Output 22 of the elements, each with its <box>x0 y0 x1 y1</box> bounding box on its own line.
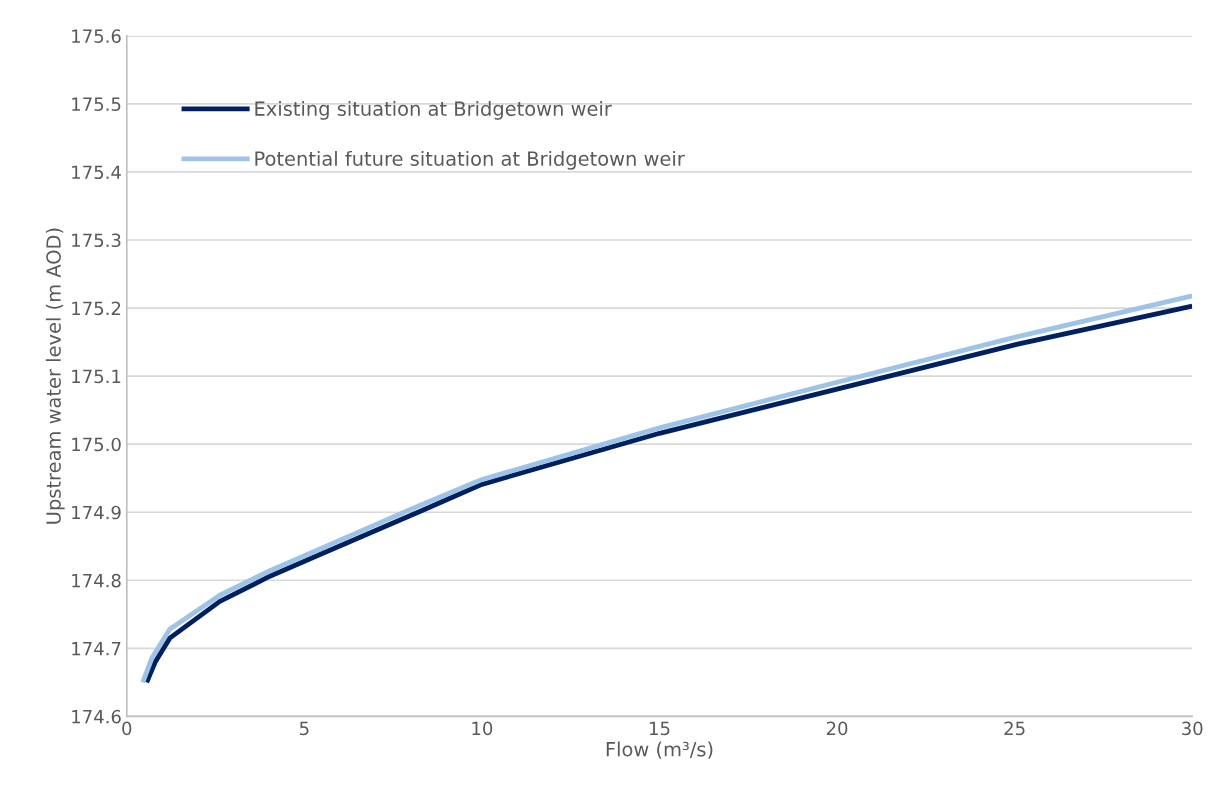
x-tick-label: 10 <box>472 721 493 736</box>
x-tick-label: 20 <box>826 721 848 736</box>
y-tick-label: 174.7 <box>72 642 121 656</box>
y-tick-label: 175.1 <box>72 369 121 384</box>
y-tick-label: 175.6 <box>72 29 121 43</box>
x-tick-label: 5 <box>299 721 309 736</box>
legend-label: Existing situation at Bridgetown weir <box>255 100 612 120</box>
y-tick-label: 175.3 <box>72 233 121 248</box>
x-tick-label: 15 <box>649 721 670 736</box>
legend-label: Potential future situation at Bridgetown weir <box>255 150 685 170</box>
y-tick-label: 175.5 <box>72 97 121 111</box>
x-tick-label: 30 <box>1182 721 1203 736</box>
y-tick-label: 174.9 <box>72 505 121 520</box>
y-tick-label: 175.4 <box>72 165 121 180</box>
x-tick-label: 25 <box>1004 721 1025 736</box>
y-axis-title: Upstream water level (m AOD) <box>45 228 65 524</box>
y-tick-label: 175.0 <box>72 437 121 452</box>
y-tick-label: 174.6 <box>72 709 121 724</box>
x-tick-label: 0 <box>122 721 132 736</box>
y-tick-label: 175.2 <box>72 301 121 316</box>
y-tick-label: 174.8 <box>72 573 121 588</box>
x-axis-title: Flow (m³/s) <box>606 741 713 759</box>
